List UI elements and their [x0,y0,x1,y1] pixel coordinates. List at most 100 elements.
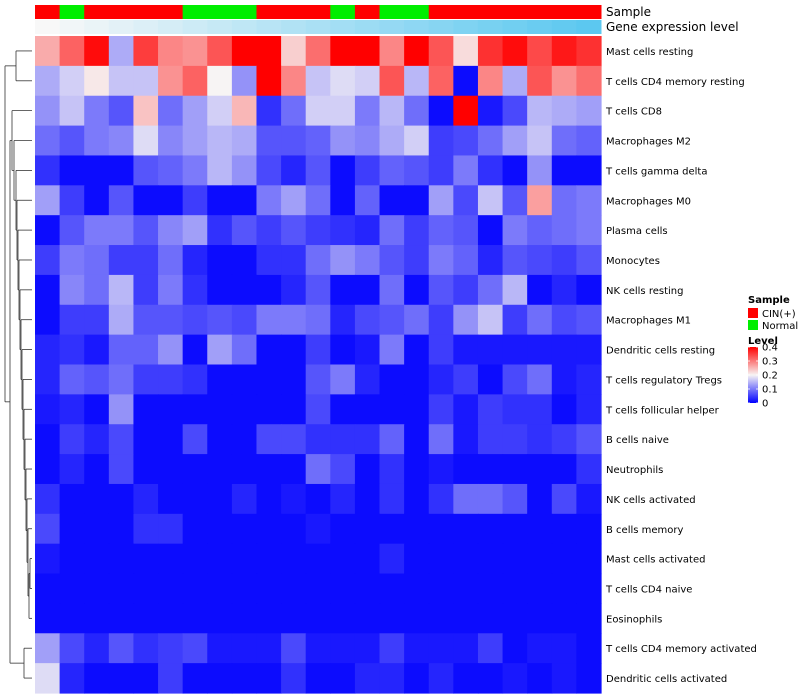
row-label: Neutrophils [606,465,663,476]
heatmap-cell [551,364,577,395]
heatmap-cell [231,95,258,127]
heatmap-cell [330,95,356,127]
heatmap-cell [231,65,258,97]
heatmap-cell [256,245,282,276]
expression-level-track-cell [59,20,85,34]
heatmap-cell [59,65,85,97]
row-label: T cells follicular helper [605,405,720,416]
heatmap-cell [428,36,454,67]
heatmap-cell [576,95,602,127]
heatmap-cell [379,543,405,575]
row-label: B cells naive [606,435,669,446]
heatmap-cell [477,304,504,336]
heatmap-cell [330,424,356,455]
heatmap-cell [453,185,479,216]
heatmap-cell [502,573,528,605]
row-label: T cells CD4 memory activated [605,644,757,655]
heatmap-cell [428,125,454,157]
heatmap-cell [576,513,602,545]
heatmap-cell [453,36,479,67]
heatmap-cell [330,215,356,246]
heatmap-cell [551,454,577,485]
heatmap-cell [84,394,110,425]
heatmap-cell [477,543,504,575]
heatmap-cell [551,36,577,67]
heatmap-cell [305,185,331,216]
expression-level-track-cell [182,20,208,34]
heatmap-cell [182,424,208,455]
heatmap-cell [281,185,307,216]
heatmap-cell [207,603,233,634]
heatmap-cell [404,185,430,216]
heatmap-cell [576,155,602,186]
heatmap-cell [108,95,135,127]
heatmap-cell [379,125,405,157]
heatmap-cell [305,95,331,127]
heatmap-cell [551,245,577,276]
heatmap-cell [256,185,282,216]
heatmap-cell [281,483,307,515]
row-label: Macrophages M2 [606,137,691,148]
sample-track-cell [453,5,479,19]
heatmap-cell [231,304,258,336]
heatmap-cell [354,36,381,67]
heatmap-cell [428,215,454,246]
heatmap-cell [281,36,307,67]
heatmap-cell [527,633,553,664]
heatmap-cell [84,603,110,634]
heatmap-cell [379,215,405,246]
heatmap-cell [133,513,159,545]
heatmap-cell [207,573,233,605]
heatmap-cell [354,424,381,455]
heatmap-cell [428,454,454,485]
heatmap-cell [182,334,208,366]
row-label: T cells gamma delta [605,166,707,177]
heatmap-cell [108,65,135,97]
expression-level-track-cell [576,20,602,34]
heatmap-cell [108,513,135,545]
heatmap-cell [453,543,479,575]
heatmap-cell [354,543,381,575]
sample-track-cell [354,5,381,19]
sample-track-cell [231,5,257,19]
heatmap-cell [133,245,159,276]
heatmap-cell [182,543,208,575]
heatmap-cell [379,245,405,276]
heatmap-cell [428,633,454,664]
heatmap-cell [35,513,61,545]
heatmap-cell [453,274,479,306]
heatmap-cell [527,245,553,276]
heatmap-cell [354,304,381,336]
heatmap-cell [551,663,577,694]
heatmap-cell [108,663,135,694]
row-label: T cells CD8 [605,107,662,118]
heatmap-cell [84,364,110,395]
heatmap-cell [502,125,528,157]
row-label: T cells regulatory Tregs [605,375,722,386]
expression-level-track-cell [281,20,307,34]
heatmap-cell [133,125,159,157]
heatmap-cell [158,394,184,425]
row-label: Monocytes [606,256,660,267]
heatmap-cell [158,633,184,664]
heatmap-cell [256,603,282,634]
heatmap-cell [158,663,184,694]
heatmap-cell [576,394,602,425]
heatmap-cell [354,95,381,127]
heatmap-cell [305,603,331,634]
expression-level-track-cell [477,20,504,34]
heatmap-cell [59,155,85,186]
heatmap-cell [231,215,258,246]
heatmap-cell [281,304,307,336]
heatmap-cell [477,633,504,664]
expression-level-track-cell [502,20,528,34]
heatmap-cell [330,603,356,634]
sample-track-cell [305,5,331,19]
heatmap-cell [84,304,110,336]
heatmap-cell [207,185,233,216]
heatmap-cell [551,543,577,575]
heatmap-cell [231,245,258,276]
heatmap-cell [133,573,159,605]
row-label: T cells CD4 naive [605,584,692,595]
heatmap-cell [108,633,135,664]
